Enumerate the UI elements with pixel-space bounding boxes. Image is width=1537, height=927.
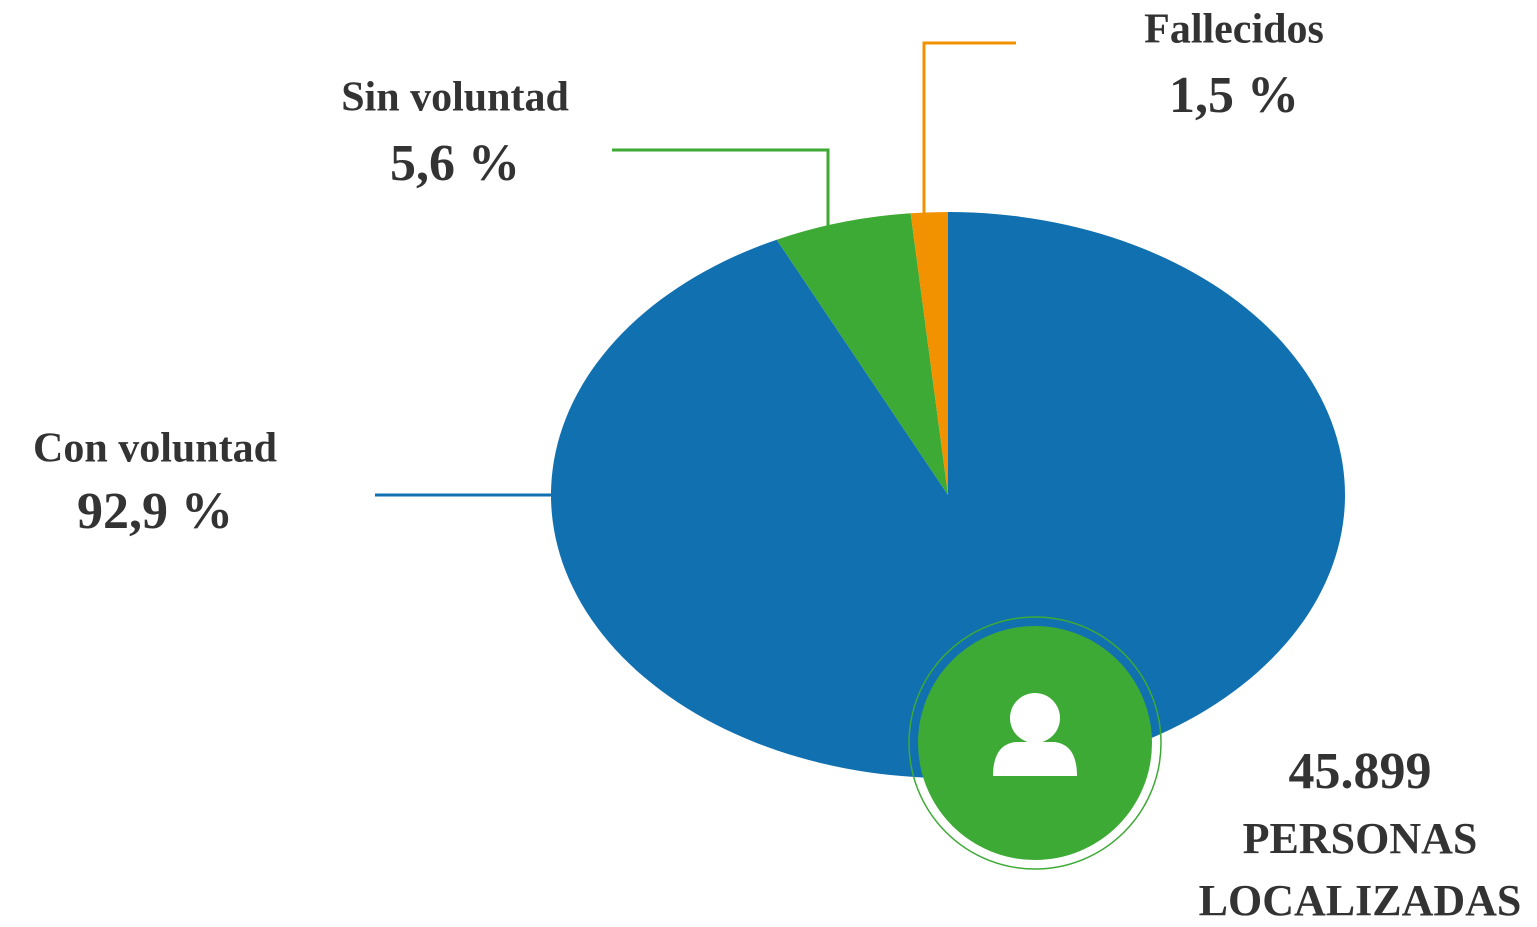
- icon-ring: [908, 616, 1162, 870]
- leader-line: [612, 148, 830, 228]
- pie-slice: [776, 213, 948, 495]
- slice-value: 5,6 %: [390, 135, 520, 192]
- slice-label: Sin voluntad: [341, 75, 569, 121]
- slice-value: 1,5 %: [1169, 67, 1299, 124]
- total-caption: PERSONAS: [1243, 814, 1478, 863]
- leader-line: [922, 41, 1016, 218]
- slice-value: 92,9 %: [77, 483, 233, 540]
- pie: [550, 212, 1345, 778]
- slice-label: Fallecidos: [1144, 7, 1324, 53]
- icon-head: [1010, 693, 1060, 743]
- icon-body: [993, 742, 1077, 776]
- total-value: 45.899: [1289, 743, 1432, 800]
- pie-slice: [910, 212, 948, 495]
- slice-label: Con voluntad: [33, 426, 277, 472]
- pie-slice: [550, 212, 1345, 778]
- person-icon: [908, 616, 1162, 870]
- total-caption: LOCALIZADAS: [1199, 876, 1522, 925]
